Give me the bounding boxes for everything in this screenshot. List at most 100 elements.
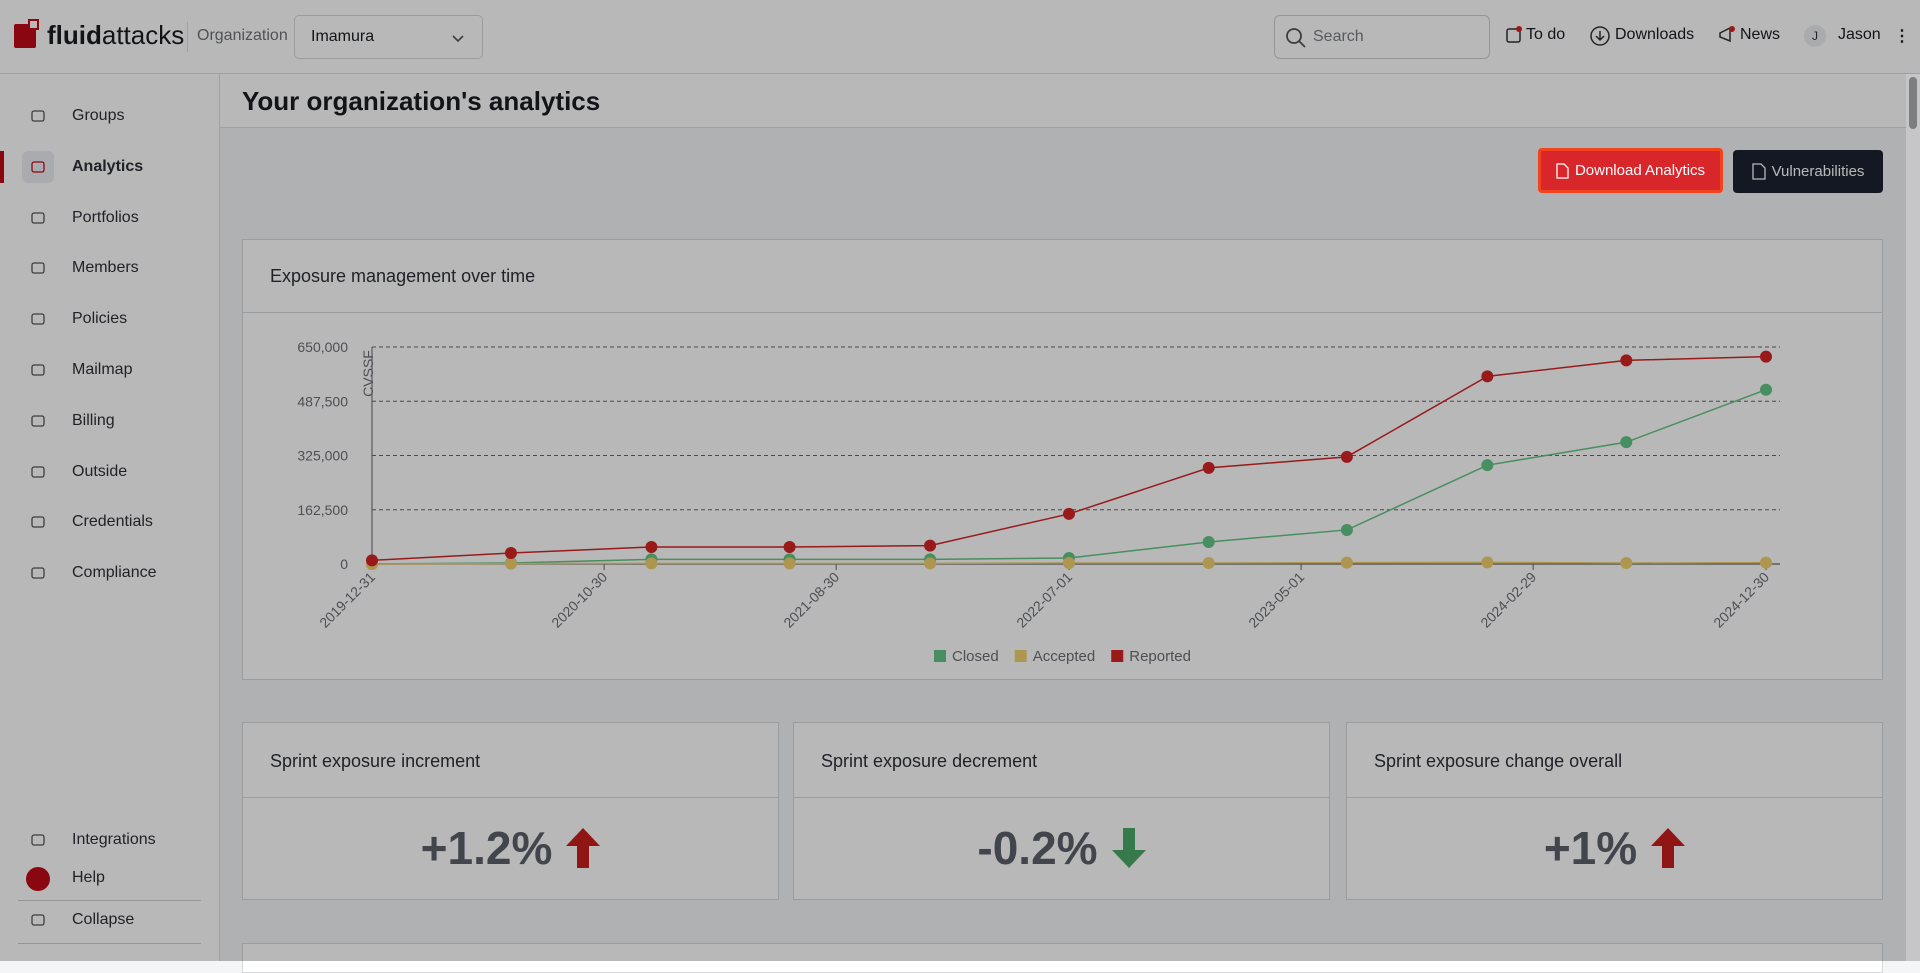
sidebar: Groups Analytics Portfolios Members Policies… (0, 74, 220, 961)
nav-icon (22, 405, 54, 437)
icon-shape (31, 415, 45, 427)
user-name[interactable]: Jason (1838, 26, 1881, 43)
card-value-row: +1.2% (243, 821, 778, 875)
icon (31, 567, 45, 579)
data-point (1620, 556, 1633, 569)
icon-shape (31, 834, 45, 846)
data-point (1620, 436, 1633, 449)
nav-item[interactable]: Compliance (0, 553, 219, 593)
scrollbar (1906, 74, 1920, 961)
news-icon (1719, 26, 1735, 43)
avatar: J (1804, 25, 1826, 47)
todo-label: To do (1526, 26, 1566, 43)
arrow-shape (1111, 828, 1146, 868)
y-tick-label: 487,500 (297, 393, 348, 409)
nav-item[interactable]: Collapse (0, 900, 219, 940)
news-button[interactable]: News (1718, 26, 1780, 44)
data-point (783, 557, 796, 570)
todo-button[interactable]: To do (1506, 26, 1565, 44)
nav-label: Portfolios (72, 208, 139, 226)
nav-label: Mailmap (72, 361, 133, 378)
nav-label: Billing (72, 411, 115, 429)
download-analytics-button[interactable]: Download Analytics (1538, 148, 1723, 193)
top-bar: fluidattacks Organization Imamura Search… (0, 0, 1920, 74)
nav-label: Collapse (72, 911, 135, 928)
icon-shape (31, 211, 45, 224)
data-point (1760, 350, 1772, 363)
scrollbar-thumb[interactable] (1909, 77, 1917, 129)
arrow-shape (566, 828, 601, 868)
downloads-label: Downloads (1615, 26, 1695, 43)
icon (31, 516, 45, 529)
data-point (1202, 556, 1215, 569)
vulnerabilities-button[interactable]: Vulnerabilities (1733, 150, 1883, 193)
card-value-row: -0.2% (794, 821, 1329, 875)
data-point (366, 554, 378, 567)
legend-swatch (1111, 650, 1124, 662)
trend-arrow (1111, 828, 1146, 868)
chart-title: Exposure management over time (270, 266, 536, 286)
card-title: Sprint exposure change overall (1374, 751, 1623, 771)
nav-item[interactable]: Portfolios (0, 198, 219, 238)
active-marker (0, 150, 4, 183)
csv-icon (1751, 163, 1766, 180)
nav-item[interactable]: Groups (0, 96, 219, 136)
logo-rest: attacks (101, 20, 185, 50)
nav-label: Outside (72, 462, 128, 480)
nav-label: Integrations (72, 831, 156, 848)
y-tick-label: 162,500 (297, 502, 348, 518)
data-point (504, 546, 517, 559)
data-point (1202, 461, 1215, 474)
nav-item[interactable]: Billing (0, 401, 219, 441)
nav-icon (22, 303, 54, 335)
nav-item[interactable]: Mailmap (0, 350, 219, 390)
icon-shape (31, 313, 45, 325)
legend-label: Accepted (1033, 648, 1096, 665)
icon (31, 313, 45, 325)
trend-arrow (1651, 828, 1686, 868)
nav-item[interactable]: Outside (0, 452, 219, 492)
divider (18, 900, 201, 901)
card-value: -0.2% (977, 822, 1098, 874)
data-point (1063, 556, 1075, 569)
data-point (1620, 354, 1633, 367)
nav-icon (22, 150, 54, 183)
legend-swatch (1014, 650, 1027, 662)
divider (187, 22, 188, 52)
icon (31, 415, 45, 427)
data-point (1760, 383, 1772, 396)
nav-item[interactable]: Help (0, 858, 219, 898)
data-point (924, 539, 937, 552)
data-point (1340, 556, 1353, 569)
nav-icon (22, 904, 54, 936)
data-point (924, 557, 937, 570)
nav-item[interactable]: Members (0, 248, 219, 288)
data-point (504, 557, 517, 570)
icon (31, 161, 45, 173)
nav-icon (22, 506, 54, 538)
metric-card: Sprint exposure increment +1.2% (242, 722, 779, 900)
divider (1347, 797, 1882, 798)
icon-shape (31, 364, 45, 376)
downloads-button[interactable]: Downloads (1589, 26, 1694, 46)
logo-icon (14, 19, 39, 48)
nav-item[interactable]: Policies (0, 299, 219, 339)
y-tick-label: 0 (340, 556, 348, 572)
org-label: Organization (197, 27, 288, 44)
nav-item[interactable]: Credentials (0, 502, 219, 542)
data-point (1481, 370, 1494, 383)
nav-item[interactable]: Integrations (0, 820, 219, 860)
trend-arrow (566, 828, 601, 868)
divider (18, 943, 201, 944)
icon-shape (31, 516, 45, 529)
icon (31, 364, 45, 376)
org-select[interactable]: Imamura (294, 15, 483, 59)
y-tick-label: 325,000 (297, 448, 348, 464)
nav-item[interactable]: Analytics (0, 147, 219, 187)
legend-label: Closed (952, 648, 999, 665)
kebab-menu[interactable]: ⋮ (1894, 28, 1910, 45)
search-box[interactable]: Search (1274, 15, 1490, 59)
arrow-shape (1651, 828, 1686, 868)
